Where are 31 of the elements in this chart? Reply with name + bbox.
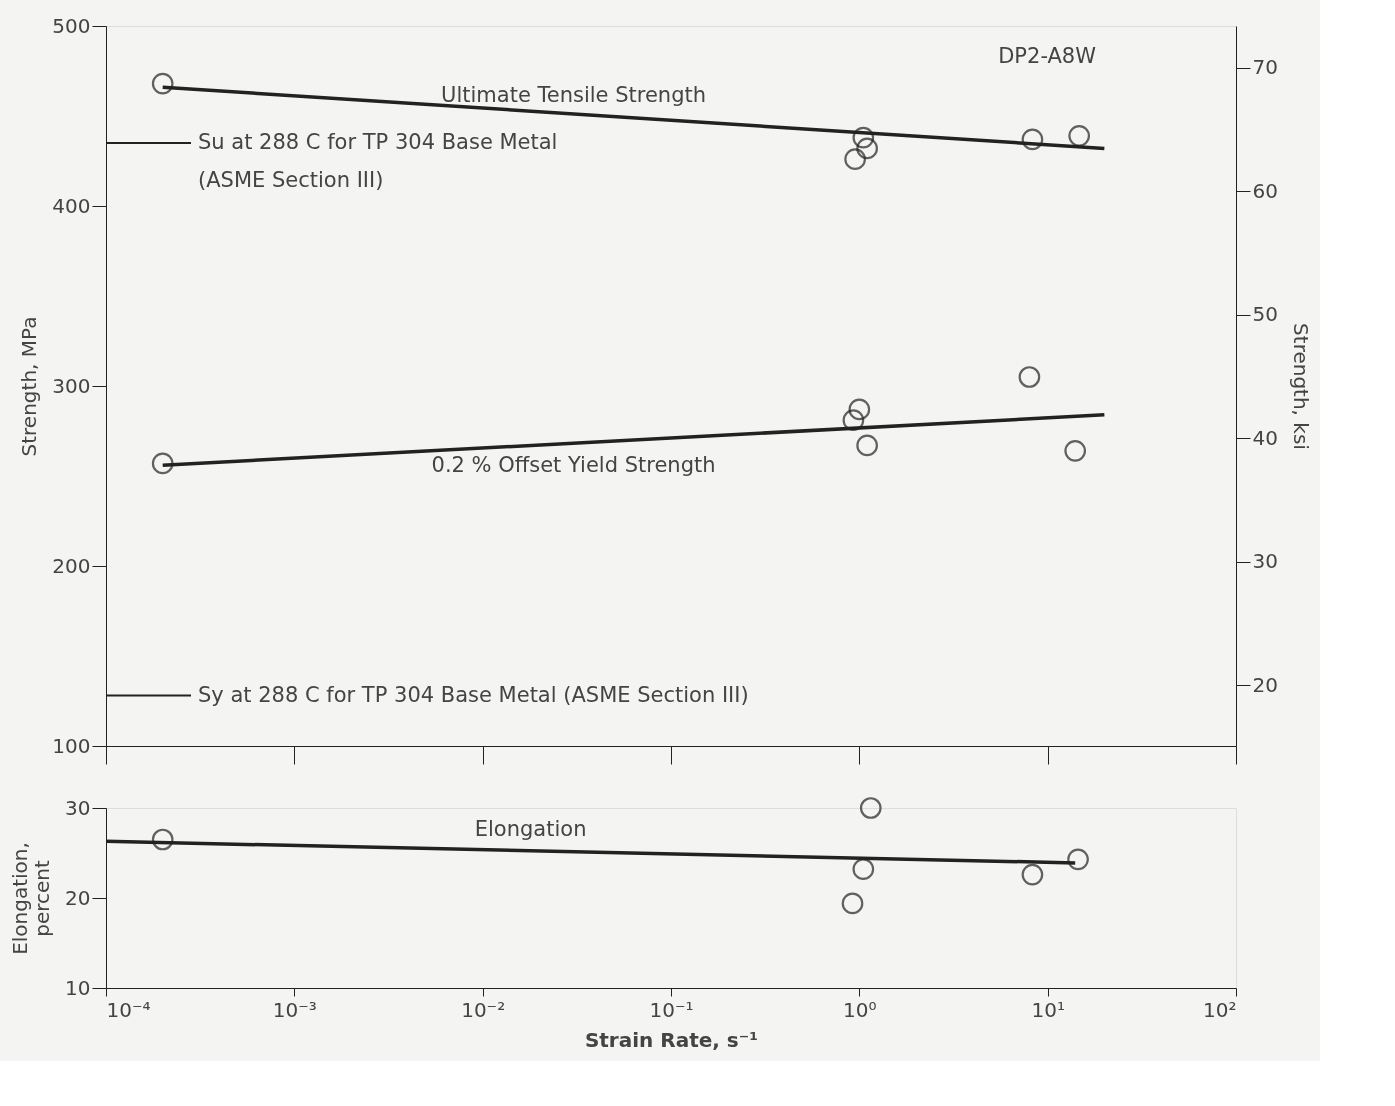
y2-axis-title: Strength, ksi bbox=[1288, 323, 1313, 450]
x-tick-label: 10⁻³ bbox=[272, 997, 317, 1022]
series-label: Ultimate Tensile Strength bbox=[441, 82, 707, 107]
y2-tick-label: 60 bbox=[1252, 178, 1278, 203]
y2-tick-label: 30 bbox=[1252, 549, 1278, 574]
y-tick-label: 200 bbox=[52, 553, 91, 578]
y-tick-label: 100 bbox=[52, 733, 91, 758]
x-axis-title: Strain Rate, s⁻¹ bbox=[584, 1027, 759, 1052]
y2-tick-label: 50 bbox=[1252, 302, 1278, 327]
x-tick-label: 10¹ bbox=[1031, 997, 1065, 1022]
x-tick-label: 10⁻¹ bbox=[649, 997, 694, 1022]
y-tick-label: 20 bbox=[65, 885, 91, 910]
series-label: 0.2 % Offset Yield Strength bbox=[431, 453, 716, 477]
annotation: DP2-A8W bbox=[998, 44, 1097, 68]
y-tick-label: 30 bbox=[65, 795, 91, 820]
y2-tick-label: 20 bbox=[1252, 672, 1278, 697]
y2-tick-label: 70 bbox=[1252, 55, 1278, 80]
y2-tick-label: 40 bbox=[1252, 425, 1278, 450]
ref-line-label: Sy at 288 C for TP 304 Base Metal (ASME Section III) bbox=[198, 682, 749, 707]
y-axis-title: Elongation, percent bbox=[8, 842, 55, 955]
series-label: Elongation bbox=[474, 817, 587, 842]
x-tick-label: 10⁰ bbox=[843, 997, 877, 1022]
x-tick-label: 10² bbox=[1203, 997, 1237, 1022]
x-tick-label: 10⁻⁴ bbox=[106, 997, 151, 1022]
y-tick-label: 10 bbox=[65, 975, 91, 1000]
x-tick-label: 10⁻² bbox=[461, 997, 506, 1022]
y-axis-title: Strength, MPa bbox=[17, 316, 42, 457]
y-tick-label: 300 bbox=[52, 373, 91, 398]
y-tick-label: 400 bbox=[52, 193, 91, 218]
y-tick-label: 500 bbox=[52, 13, 91, 38]
ref-line-label: Su at 288 C for TP 304 Base Metal (ASME Section III) bbox=[198, 130, 558, 192]
